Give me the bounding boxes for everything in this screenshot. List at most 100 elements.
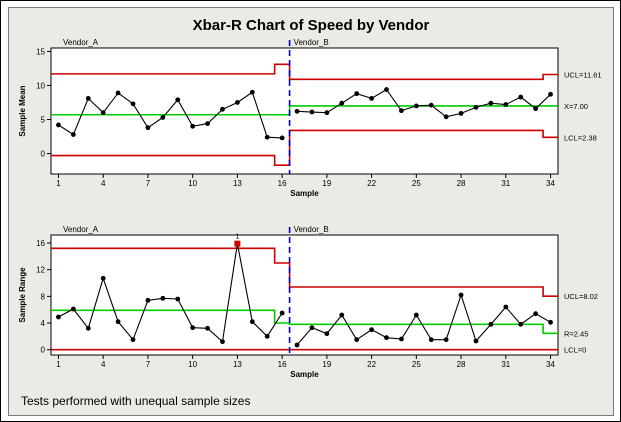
xbar-chart-stage-label-a: Vendor_A <box>63 38 99 47</box>
xbar-chart-lcl-line <box>51 129 558 166</box>
range-chart-point <box>249 319 255 325</box>
range-chart-point <box>503 304 509 310</box>
range-chart-center-label: R=2.45 <box>564 329 588 338</box>
range-chart-point <box>56 314 61 320</box>
range-chart-point <box>85 325 91 331</box>
range-chart-point <box>100 275 106 281</box>
range-chart-point <box>488 321 494 327</box>
range-chart-xtick-label: 34 <box>546 360 555 369</box>
range-chart-xtick-label: 25 <box>412 360 421 369</box>
xbar-chart-xtick-label: 25 <box>412 179 421 188</box>
range-chart-point <box>518 321 524 327</box>
range-chart-ytick-label: 16 <box>36 239 45 248</box>
range-chart-point <box>548 319 553 325</box>
xbar-chart-group <box>47 40 559 178</box>
xbar-chart-xtick-label: 10 <box>188 179 197 188</box>
xbar-chart-xlabel: Sample <box>290 189 319 198</box>
range-chart-ytick-label: 4 <box>41 319 46 328</box>
range-chart-point <box>473 338 479 344</box>
xbar-chart-point <box>503 102 509 107</box>
xbar-chart-ylabel: Sample Mean <box>18 85 27 136</box>
range-chart-point <box>384 335 389 341</box>
chart-svg: Xbar-R Chart of Speed by Vendor Tests pe… <box>18 17 602 408</box>
xbar-chart-plot-area <box>50 47 559 175</box>
xbar-chart-point <box>369 96 375 101</box>
xbar-chart-point <box>220 106 225 112</box>
range-chart-point <box>428 337 434 343</box>
range-chart-point <box>413 312 419 318</box>
range-chart-point <box>533 311 539 317</box>
xbar-chart-ytick-label: 15 <box>36 47 45 56</box>
xbar-chart-xtick-label: 34 <box>546 179 555 188</box>
xbar-chart-xtick-label: 4 <box>101 179 106 188</box>
xbar-chart-point <box>384 87 389 92</box>
xbar-chart-center-label: X=7.00 <box>564 102 588 111</box>
xbar-chart-point <box>518 94 524 100</box>
range-chart-ytick-label: 0 <box>41 346 46 355</box>
xbar-chart-point <box>130 101 136 107</box>
xbar-chart-point <box>458 110 464 116</box>
range-chart-point <box>190 325 196 331</box>
xbar-chart-point <box>85 96 91 101</box>
range-chart-point <box>145 297 151 303</box>
range-chart-lcl-label: LCL=0 <box>564 346 586 355</box>
xbar-chart-xtick-label: 28 <box>457 179 466 188</box>
xbar-chart-point <box>190 123 196 129</box>
range-chart-point <box>279 310 285 316</box>
range-chart-point <box>175 296 181 302</box>
xbar-chart-point <box>205 121 210 126</box>
xbar-chart-series-line <box>297 88 551 118</box>
xbar-chart-xtick-label: 19 <box>322 179 331 188</box>
xbar-chart-xtick-label: 13 <box>233 179 242 188</box>
range-chart-point <box>354 337 360 343</box>
xbar-chart-point <box>175 97 181 103</box>
xbar-chart-point <box>264 134 270 140</box>
xbar-chart-ytick-label: 5 <box>41 116 46 125</box>
range-chart-xtick-label: 13 <box>233 360 242 369</box>
range-chart-xtick-label: 7 <box>146 360 151 369</box>
xbar-chart-lcl-label: LCL=2.38 <box>564 133 597 142</box>
xbar-chart-point <box>70 132 76 137</box>
xbar-chart-point <box>234 100 240 105</box>
xbar-chart-point <box>339 100 345 106</box>
xbar-chart-point <box>160 115 166 120</box>
xbar-chart-point <box>145 125 151 131</box>
xbar-chart-series-line <box>58 91 283 139</box>
footnote: Tests performed with unequal sample size… <box>21 394 250 408</box>
range-chart-point <box>458 292 464 298</box>
xbar-chart-point <box>249 89 255 95</box>
range-chart-ucl-label: UCL=8.02 <box>564 292 598 301</box>
xbar-chart-point <box>413 103 419 109</box>
range-chart-ytick-label: 8 <box>41 292 46 301</box>
range-chart-point <box>264 333 270 339</box>
xbar-chart-point <box>473 104 479 110</box>
xbar-chart-point <box>354 91 360 97</box>
range-chart-point <box>115 319 121 325</box>
range-chart-xtick-label: 31 <box>501 360 510 369</box>
chart-canvas: Xbar-R Chart of Speed by Vendor Tests pe… <box>8 7 614 416</box>
xbar-chart-ytick-label: 0 <box>41 150 46 159</box>
range-chart-xtick-label: 4 <box>101 360 106 369</box>
range-chart-point <box>70 306 76 312</box>
xbar-chart-point <box>488 100 494 106</box>
xbar-chart-xtick-label: 16 <box>278 179 287 188</box>
xbar-chart-point <box>294 108 300 114</box>
range-chart-series-line <box>296 293 551 346</box>
range-chart-point <box>369 327 375 333</box>
range-chart-point <box>443 337 449 343</box>
range-chart-xlabel: Sample <box>290 370 319 379</box>
range-chart-xtick-label: 19 <box>322 360 331 369</box>
xbar-chart-xtick-label: 22 <box>367 179 376 188</box>
range-chart-xtick-label: 22 <box>367 360 376 369</box>
range-chart-point <box>399 336 404 342</box>
xbar-chart-point <box>428 102 434 108</box>
range-chart-xtick-label: 16 <box>278 360 287 369</box>
range-chart-xtick-label: 1 <box>56 360 61 369</box>
xbar-chart-xtick-label: 7 <box>146 179 151 188</box>
xbar-chart-point <box>115 90 121 96</box>
xbar-chart-point <box>443 114 449 120</box>
range-chart-point <box>309 325 315 331</box>
chart-title: Xbar-R Chart of Speed by Vendor <box>193 17 430 34</box>
range-chart-ucl-line <box>51 247 558 297</box>
